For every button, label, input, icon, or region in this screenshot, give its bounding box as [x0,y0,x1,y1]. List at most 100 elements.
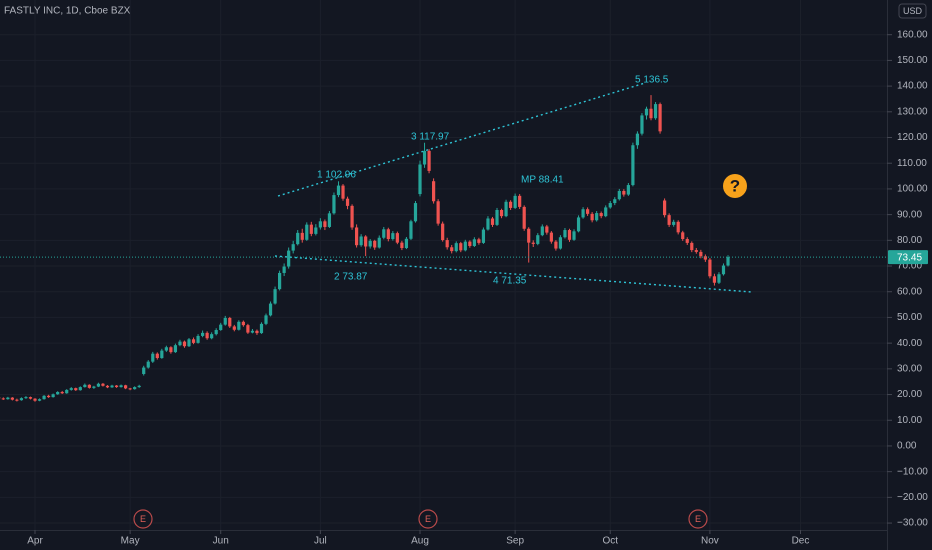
candle-body [658,104,662,132]
candle-body [264,315,268,324]
candle-body [377,237,381,248]
candle-body [300,232,304,240]
candle-body [486,218,490,230]
y-tick-label: 160.00 [897,29,928,40]
candle-body [282,266,286,273]
candle-body [622,190,626,195]
last-price-label: 73.45 [897,252,922,263]
earnings-label: E [695,514,701,524]
overlay: 1 102.96 2 73.87 3 117.97 4 71.35 5 136.5 MP … [0,75,887,529]
candle-body [495,209,499,225]
candle-body [667,215,671,225]
x-tick-label: Nov [701,536,719,547]
candle-body [472,239,476,246]
y-tick-label: −10.00 [897,466,928,477]
candle-body [540,226,544,236]
candle-body [386,229,390,240]
candle-body [726,257,730,266]
earnings-marker[interactable] [418,509,438,529]
candle-body [33,398,37,401]
candle-body [1,398,5,400]
candle-body [133,387,137,390]
pivot-annotation: 1 102.96 [317,170,356,181]
candle-body [15,399,19,401]
candle-body [359,236,363,246]
candle-body [151,353,155,362]
candle-body [196,335,200,343]
candle-body [219,324,223,331]
candle-body [427,150,431,171]
candle-body [201,332,205,336]
candle-body [65,389,69,394]
candle-body [223,317,227,325]
candle-body [250,330,255,333]
candle-body [228,317,232,327]
y-tick-label: 110.00 [897,158,927,169]
candle-body [51,394,55,398]
candle-body [685,239,689,243]
candle-body [549,232,553,242]
sticker-glyph: ? [730,176,740,195]
candle-body [92,386,96,388]
candle-body [712,276,717,283]
candle-body [432,181,436,202]
candle-body [142,367,146,374]
x-tick-label: Oct [602,536,618,547]
earnings-marker[interactable] [133,509,153,529]
candle-body [169,347,173,353]
candle-body [721,265,726,275]
sticker-icon[interactable] [723,174,747,198]
candle-body [368,240,372,247]
candle-body [56,391,60,395]
candle-body [128,388,132,390]
candle-body [137,385,141,388]
y-tick-label: 120.00 [897,132,928,143]
x-tick-label: Sep [506,536,524,547]
candle-body [509,201,513,208]
candle-body [305,224,309,240]
candle-body [608,203,612,208]
candle-body [96,383,101,387]
candle-body [694,250,698,252]
candle-body [499,209,504,217]
pivot-annotation: 4 71.35 [493,276,527,287]
y-tick-label: 100.00 [897,184,928,195]
candle-body [631,145,635,186]
candle-body [187,339,191,347]
candle-body [74,388,78,391]
candle-body [178,341,182,346]
candle-body [273,289,277,304]
candle-body [69,388,73,390]
earnings-label: E [425,514,431,524]
candle-body [663,200,667,216]
candle-body [640,115,644,134]
candle-body [314,227,318,234]
candle-body [635,133,640,146]
candle-body [468,241,472,246]
candle-body [345,198,350,206]
candle-body [332,195,336,214]
x-tick-label: Jun [213,536,229,547]
candle-body [626,185,630,195]
x-tick-label: Dec [792,536,810,547]
candle-body [327,213,332,227]
candle-body [395,233,399,243]
candle-body [536,235,540,244]
candle-body [404,238,409,249]
candle-body [42,395,46,400]
y-tick-label: 140.00 [897,81,928,92]
candle-body [567,230,572,240]
earnings-marker[interactable] [688,509,708,529]
candle-body [554,241,558,249]
last-price-badge [888,250,928,265]
candle-body [676,221,680,233]
x-tick-label: Apr [27,536,43,547]
candle-body [450,247,454,252]
candle-body [617,190,621,200]
currency-badge[interactable] [898,3,927,19]
candle-body [703,256,707,260]
candle-body [581,209,585,218]
candle-body [47,395,51,398]
candle-body [590,213,594,221]
candle-body [259,323,264,334]
